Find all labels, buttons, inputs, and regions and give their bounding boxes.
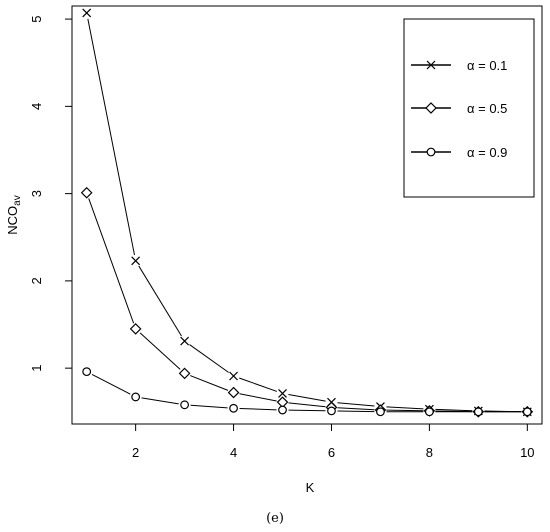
data-point <box>180 336 190 346</box>
figure-caption: (e) <box>266 511 284 526</box>
series-segment <box>91 373 131 395</box>
x-tick-label: 6 <box>328 445 335 460</box>
series-segment <box>337 402 375 407</box>
legend-marker <box>425 102 437 114</box>
y-tick-label: 2 <box>29 277 44 284</box>
series-segment <box>88 198 135 324</box>
series-segment <box>87 18 135 256</box>
data-point <box>131 392 141 402</box>
series-segment <box>239 408 277 411</box>
series-segment <box>288 394 326 402</box>
y-tick-label: 4 <box>29 103 44 110</box>
y-axis: 1 2 3 4 5 <box>29 15 72 372</box>
data-point <box>80 186 93 199</box>
data-point <box>278 389 287 398</box>
data-point <box>376 407 385 417</box>
series-segment <box>141 397 179 405</box>
data-point <box>82 8 92 18</box>
y-axis-title-subscript: av <box>12 195 23 206</box>
legend-label: α = 0.5 <box>467 101 507 116</box>
series-2 <box>80 186 534 418</box>
series-segment <box>139 332 181 370</box>
series-layer <box>80 8 534 418</box>
data-point <box>522 407 532 417</box>
series-segment <box>239 377 278 392</box>
series-segment <box>189 344 229 373</box>
series-segment <box>190 404 228 409</box>
series-segment <box>288 402 326 408</box>
series-segment <box>337 410 375 413</box>
legend-marker <box>426 147 436 157</box>
series-segment <box>386 406 424 410</box>
data-point <box>129 323 142 335</box>
data-point <box>229 403 238 413</box>
x-tick-label: 2 <box>132 445 139 460</box>
series-segment <box>288 409 326 412</box>
series-segment <box>239 393 277 402</box>
y-tick-label: 1 <box>29 365 44 372</box>
legend-marker <box>426 60 436 70</box>
data-point <box>229 371 238 381</box>
x-axis-title: K <box>306 480 315 495</box>
data-point <box>327 406 336 416</box>
data-point <box>424 407 434 417</box>
legend: α = 0.1 α = 0.5 α = 0.9 <box>403 18 535 198</box>
data-point <box>278 405 287 415</box>
data-point <box>82 367 92 377</box>
series-segment <box>386 409 424 412</box>
legend-label: α = 0.9 <box>467 145 507 160</box>
series-3 <box>82 367 532 417</box>
y-tick-label: 5 <box>29 15 44 22</box>
data-point <box>178 367 191 380</box>
data-point <box>180 400 190 410</box>
data-point <box>473 407 483 417</box>
series-1 <box>82 8 532 417</box>
x-tick-label: 4 <box>230 445 237 460</box>
series-segment <box>435 408 473 412</box>
x-axis: 2 4 6 8 10 <box>132 424 535 460</box>
data-point <box>227 386 240 399</box>
series-segment <box>190 375 229 391</box>
legend-box <box>403 18 535 198</box>
y-axis-title: NCOav <box>5 195 23 234</box>
y-axis-title-main: NCO <box>5 206 20 235</box>
plot-frame <box>71 5 543 425</box>
series-segment <box>138 265 182 337</box>
legend-label: α = 0.1 <box>467 58 507 73</box>
y-tick-label: 3 <box>29 190 44 197</box>
data-point <box>131 256 141 266</box>
x-tick-label: 10 <box>520 445 534 460</box>
x-tick-label: 8 <box>426 445 433 460</box>
series-segment <box>337 407 375 411</box>
